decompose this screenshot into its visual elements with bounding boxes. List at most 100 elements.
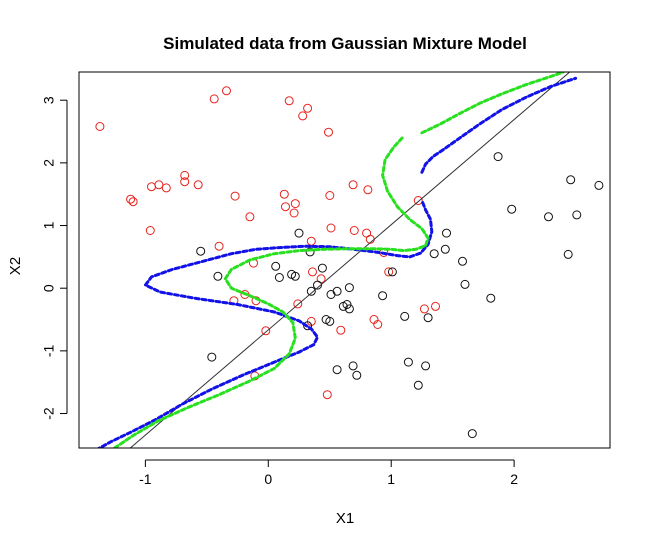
data-point — [161, 183, 171, 193]
data-point — [442, 228, 451, 238]
data-point — [145, 226, 155, 235]
data-point — [95, 122, 105, 131]
data-point — [349, 226, 359, 235]
boundary-curve — [113, 135, 430, 448]
y-tick-label: 2 — [41, 159, 57, 167]
data-point — [281, 202, 290, 212]
data-point — [209, 94, 219, 104]
y-tick-label: -2 — [41, 407, 57, 420]
data-point — [325, 191, 335, 200]
data-point — [336, 325, 346, 335]
data-point — [308, 267, 317, 277]
boundary-curve — [96, 199, 434, 448]
data-point — [421, 361, 431, 371]
data-point — [298, 111, 308, 121]
data-point — [387, 267, 397, 277]
data-point — [213, 271, 223, 281]
data-point — [348, 180, 358, 190]
data-point — [431, 301, 440, 311]
data-point — [293, 299, 303, 309]
data-point — [344, 283, 354, 293]
data-point — [128, 197, 138, 207]
data-point — [196, 246, 206, 256]
boundary-curve — [420, 72, 565, 135]
data-point — [279, 189, 289, 199]
data-point — [378, 291, 388, 301]
x-axis-label: X1 — [336, 510, 354, 527]
data-point — [566, 175, 576, 185]
data-point — [306, 236, 316, 246]
data-point — [332, 365, 342, 375]
data-point — [284, 96, 294, 106]
y-tick-label: 3 — [41, 96, 57, 104]
data-point — [332, 286, 342, 296]
data-point — [322, 390, 332, 400]
data-point — [563, 249, 573, 259]
y-tick-label: 0 — [41, 284, 57, 292]
data-point — [486, 293, 496, 303]
data-point — [400, 311, 410, 321]
data-point — [126, 194, 136, 204]
boundary-curve — [420, 76, 578, 174]
data-point — [429, 249, 439, 259]
data-point — [207, 352, 217, 362]
x-tick-label: 1 — [387, 471, 395, 487]
data-point — [222, 86, 231, 96]
x-tick-label: -1 — [139, 471, 152, 487]
plot-frame — [78, 71, 611, 449]
data-point — [326, 290, 336, 299]
data-point — [373, 320, 383, 329]
data-point — [324, 127, 333, 137]
data-point — [458, 256, 467, 266]
data-point — [306, 286, 316, 296]
data-point — [303, 103, 313, 113]
data-point — [325, 316, 335, 326]
data-point — [245, 212, 255, 222]
data-point — [294, 228, 304, 238]
y-tick-label: -1 — [41, 344, 57, 357]
data-point — [326, 223, 336, 233]
data-point — [180, 177, 190, 187]
data-point — [271, 261, 281, 271]
data-point — [413, 196, 423, 205]
data-point — [493, 152, 503, 162]
x-tick-label: 2 — [510, 471, 518, 487]
data-point — [303, 321, 313, 331]
data-point — [274, 273, 284, 282]
data-point — [460, 279, 470, 289]
data-point — [317, 263, 327, 273]
data-point — [180, 170, 190, 180]
data-point — [440, 244, 450, 254]
data-point — [363, 185, 373, 195]
data-point — [594, 180, 604, 190]
data-point — [147, 182, 156, 192]
y-tick-label: 1 — [41, 221, 57, 229]
data-point — [507, 204, 517, 214]
data-point — [214, 241, 224, 251]
data-point — [413, 380, 423, 390]
data-point — [348, 361, 358, 371]
data-point — [313, 280, 322, 290]
data-point — [572, 210, 582, 220]
reference-line — [129, 72, 571, 448]
data-point — [290, 271, 300, 281]
y-axis-label: X2 — [7, 257, 24, 275]
data-point — [154, 180, 164, 190]
data-point — [419, 304, 429, 314]
data-point — [384, 267, 394, 277]
data-point — [305, 247, 315, 257]
data-point — [544, 212, 553, 222]
data-point — [290, 199, 300, 209]
data-point — [261, 326, 271, 336]
chart-title: Simulated data from Gaussian Mixture Mod… — [163, 34, 527, 53]
data-point — [423, 313, 433, 323]
x-tick-label: 0 — [264, 471, 272, 487]
data-point — [342, 300, 352, 309]
data-point — [344, 304, 354, 314]
data-point — [403, 357, 413, 367]
data-point — [352, 370, 362, 380]
data-point — [230, 191, 240, 201]
data-point — [467, 429, 477, 439]
data-point — [289, 208, 299, 218]
